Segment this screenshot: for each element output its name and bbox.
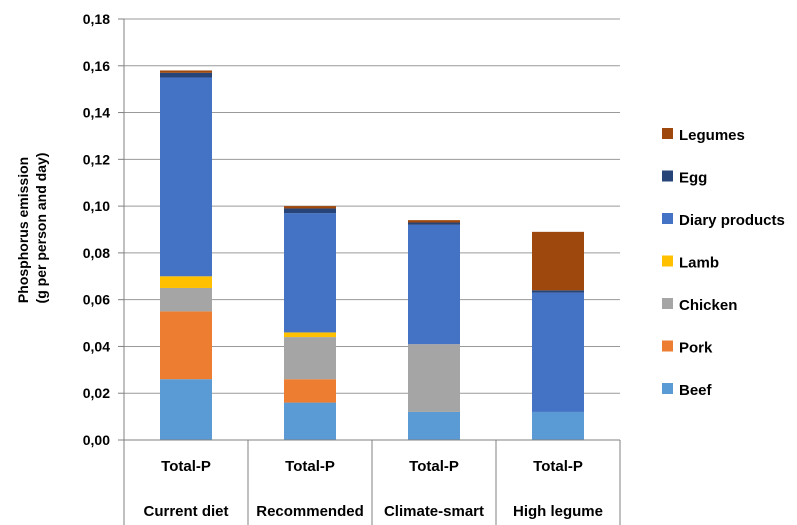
category-sub-label: Total-P [533, 458, 583, 475]
bar-segment-egg [532, 290, 584, 293]
bar-segment-beef [284, 402, 336, 440]
legend-swatch [662, 213, 673, 224]
y-tick-labels: 0,00 0,02 0,04 0,06 0,08 0,10 0,12 0,14 0,16 0,18 [83, 11, 124, 448]
legend-label: Chicken [679, 297, 737, 314]
legend-label: Pork [679, 340, 713, 357]
bar-segment-diary-products [160, 77, 212, 277]
bar-segment-chicken [284, 337, 336, 380]
y-axis-label-line1: Phosphorus emission [15, 157, 31, 303]
bar-segment-beef [532, 411, 584, 440]
y-tick-label: 0,12 [83, 151, 110, 167]
legend-label: Legumes [679, 127, 745, 144]
bar-segment-diary-products [284, 213, 336, 333]
y-tick-label: 0,08 [83, 245, 110, 261]
bar-segment-legumes [284, 206, 336, 209]
y-axis-label-line2: (g per person and day) [33, 153, 49, 304]
y-tick-label: 0,16 [83, 58, 110, 74]
bar-segment-beef [408, 411, 460, 440]
y-tick-label: 0,06 [83, 292, 110, 308]
bar-segment-lamb [160, 276, 212, 288]
legend-label: Beef [679, 382, 713, 399]
bar-segment-beef [160, 379, 212, 440]
y-tick-label: 0,04 [83, 338, 110, 354]
category-sub-label: Total-P [285, 458, 335, 475]
bar-segment-legumes [160, 70, 212, 73]
bars [160, 70, 584, 440]
legend-swatch [662, 298, 673, 309]
legend-label: Egg [679, 170, 707, 187]
y-axis-label: Phosphorus emission (g per person and da… [15, 153, 49, 304]
axes [123, 19, 621, 525]
bar-segment-pork [160, 311, 212, 380]
bar-segment-chicken [408, 344, 460, 412]
y-tick-label: 0,18 [83, 11, 110, 27]
legend-swatch [662, 255, 673, 267]
category-group-label: Climate-smart [384, 503, 484, 520]
y-tick-label: 0,02 [83, 385, 110, 401]
legend-swatch [662, 170, 673, 182]
bar-segment-pork [284, 379, 336, 403]
bar-segment-legumes [532, 231, 584, 291]
category-labels: Total-P Current diet Total-P Recommended Tot… [143, 458, 603, 520]
legend-swatch [662, 340, 673, 352]
bar-segment-lamb [284, 332, 336, 338]
category-sub-label: Total-P [161, 458, 211, 475]
category-group-label: High legume [513, 503, 603, 520]
legend: Legumes Egg Diary products Lamb Chicken Pork B… [662, 127, 785, 399]
y-tick-label: 0,14 [83, 105, 110, 121]
legend-swatch [662, 383, 673, 394]
category-sub-label: Total-P [409, 458, 459, 475]
bar-segment-diary-products [532, 292, 584, 412]
legend-label: Lamb [679, 255, 719, 272]
category-group-label: Recommended [256, 503, 364, 520]
y-tick-label: 0,10 [83, 198, 110, 214]
category-group-label: Current diet [143, 503, 228, 520]
y-tick-label: 0,00 [83, 432, 110, 448]
bar-segment-egg [284, 208, 336, 214]
bar-segment-legumes [408, 220, 460, 223]
bar-segment-egg [160, 72, 212, 78]
bar-segment-diary-products [408, 224, 460, 345]
bar-segment-egg [408, 222, 460, 225]
legend-label: Diary products [679, 212, 785, 229]
bar-segment-chicken [160, 287, 212, 312]
legend-swatch [662, 128, 673, 139]
